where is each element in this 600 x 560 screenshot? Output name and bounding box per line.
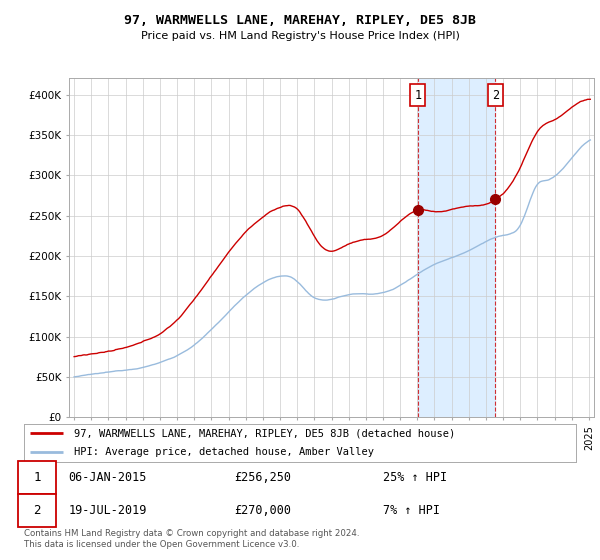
Text: 06-JAN-2015: 06-JAN-2015 — [68, 471, 146, 484]
Text: Contains HM Land Registry data © Crown copyright and database right 2024.
This d: Contains HM Land Registry data © Crown c… — [24, 529, 359, 549]
Text: 19-JUL-2019: 19-JUL-2019 — [68, 504, 146, 517]
FancyBboxPatch shape — [19, 461, 56, 494]
Text: HPI: Average price, detached house, Amber Valley: HPI: Average price, detached house, Ambe… — [74, 447, 374, 458]
Text: 1: 1 — [414, 88, 421, 101]
Text: £256,250: £256,250 — [234, 471, 291, 484]
FancyBboxPatch shape — [19, 494, 56, 528]
Bar — [418, 78, 496, 417]
Text: 1: 1 — [34, 471, 41, 484]
Text: 2: 2 — [492, 88, 499, 101]
Text: 97, WARMWELLS LANE, MAREHAY, RIPLEY, DE5 8JB: 97, WARMWELLS LANE, MAREHAY, RIPLEY, DE5… — [124, 14, 476, 27]
Text: 25% ↑ HPI: 25% ↑ HPI — [383, 471, 447, 484]
Text: 97, WARMWELLS LANE, MAREHAY, RIPLEY, DE5 8JB (detached house): 97, WARMWELLS LANE, MAREHAY, RIPLEY, DE5… — [74, 428, 455, 438]
Text: Price paid vs. HM Land Registry's House Price Index (HPI): Price paid vs. HM Land Registry's House … — [140, 31, 460, 41]
Text: 7% ↑ HPI: 7% ↑ HPI — [383, 504, 440, 517]
Text: 2: 2 — [34, 504, 41, 517]
Text: £270,000: £270,000 — [234, 504, 291, 517]
